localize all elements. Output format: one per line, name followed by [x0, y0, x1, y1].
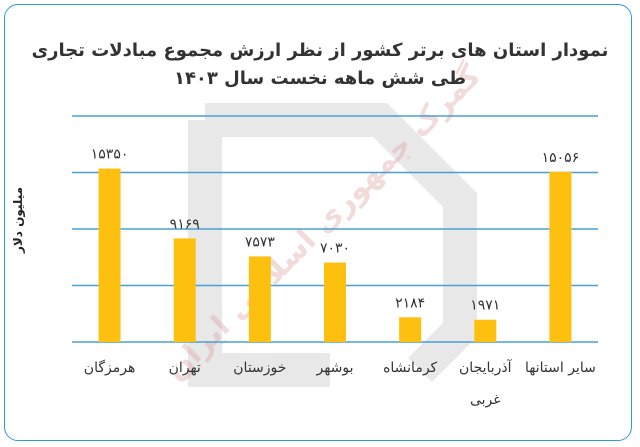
bar [474, 319, 497, 342]
category-label: سایر استانها [525, 360, 596, 376]
category-label: تهران [169, 360, 201, 376]
category-label: خوزستان [233, 360, 286, 376]
bar [399, 317, 422, 342]
chart-subtitle: طی شش ماهه نخست سال ۱۴۰۳ [173, 68, 467, 89]
bar [324, 262, 346, 342]
chart-title: نمودار استان های برتر کشور از نظر ارزش م… [31, 40, 609, 61]
bar [549, 171, 572, 342]
data-label: ۱۵۰۵۶ [542, 150, 580, 166]
category-label: کرمانشاه [383, 360, 437, 376]
bar [173, 238, 196, 342]
bar [248, 256, 271, 342]
data-label: ۱۹۷۱ [470, 298, 500, 314]
category-label: هرمزگان [84, 359, 136, 376]
data-label: ۷۵۷۳ [245, 234, 276, 250]
category-label: بوشهر [315, 360, 353, 376]
bar [98, 168, 121, 342]
watermark-shape [188, 103, 477, 387]
data-label: ۷۰۳۰ [320, 241, 350, 257]
data-label: ۱۵۳۵۰ [91, 147, 129, 163]
category-label: غربی [470, 392, 501, 408]
category-label: آذربایجان [459, 359, 513, 376]
data-label: ۹۱۶۹ [170, 216, 200, 232]
data-label: ۲۱۸۴ [395, 295, 425, 311]
